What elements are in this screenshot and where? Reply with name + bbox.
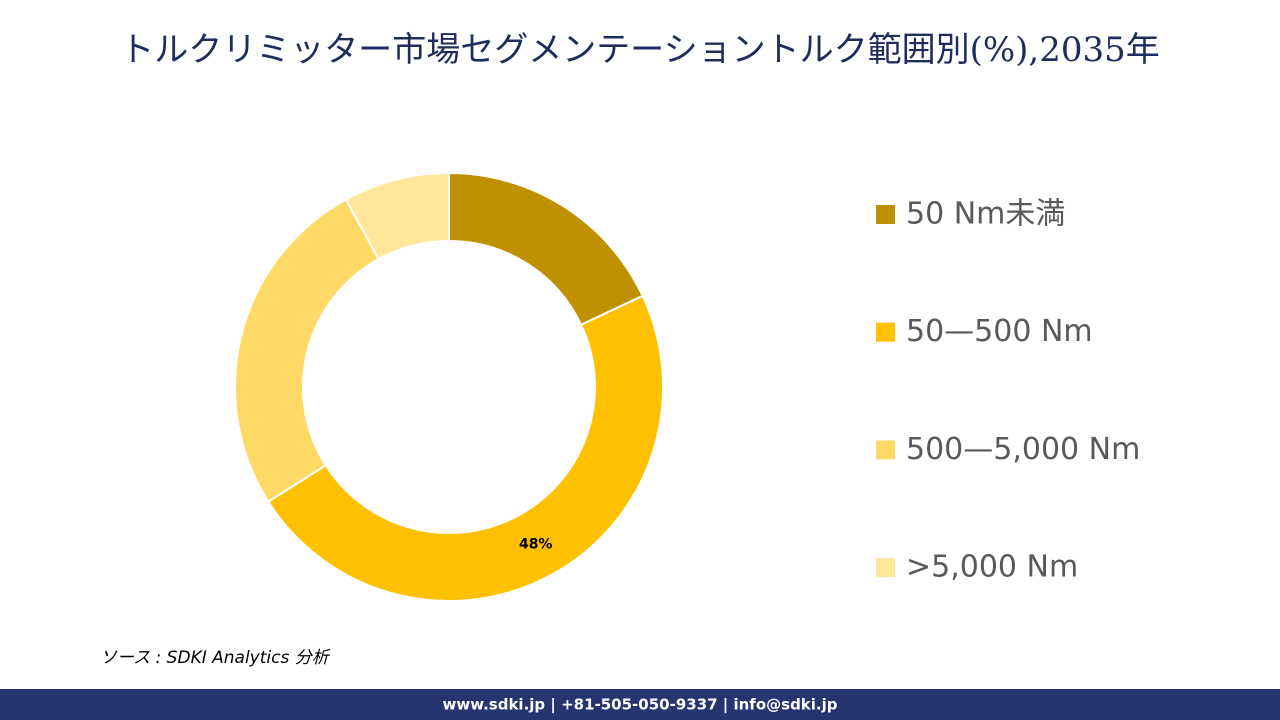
- donut-slice: [344, 171, 450, 261]
- data-label: 48%: [519, 537, 553, 553]
- legend-label: 500—5,000 Nm: [906, 432, 1140, 467]
- donut: 48%: [234, 171, 664, 602]
- donut-slice: [234, 198, 381, 504]
- legend-swatch: [876, 322, 895, 342]
- legend-swatch: [876, 558, 895, 578]
- legend: 50 Nm未満 50—500 Nm 500—5,000 Nm >5,000 Nm: [876, 197, 1140, 585]
- donut-slice: [448, 171, 644, 327]
- legend-swatch: [876, 205, 895, 224]
- footer-bar: [0, 689, 1280, 720]
- legend-label: 50—500 Nm: [906, 314, 1093, 349]
- legend-label: 50 Nm未満: [906, 197, 1065, 232]
- legend-label: >5,000 Nm: [906, 550, 1078, 585]
- source-note: ソース : SDKI Analytics 分析: [100, 648, 331, 668]
- donut-slice: [266, 294, 664, 602]
- footer-text: www.sdki.jp | +81-505-050-9337 | info@sd…: [442, 696, 837, 715]
- legend-swatch: [876, 440, 895, 460]
- chart-title: トルクリミッター市場セグメンテーショントルク範囲別(%),2035年: [120, 30, 1160, 70]
